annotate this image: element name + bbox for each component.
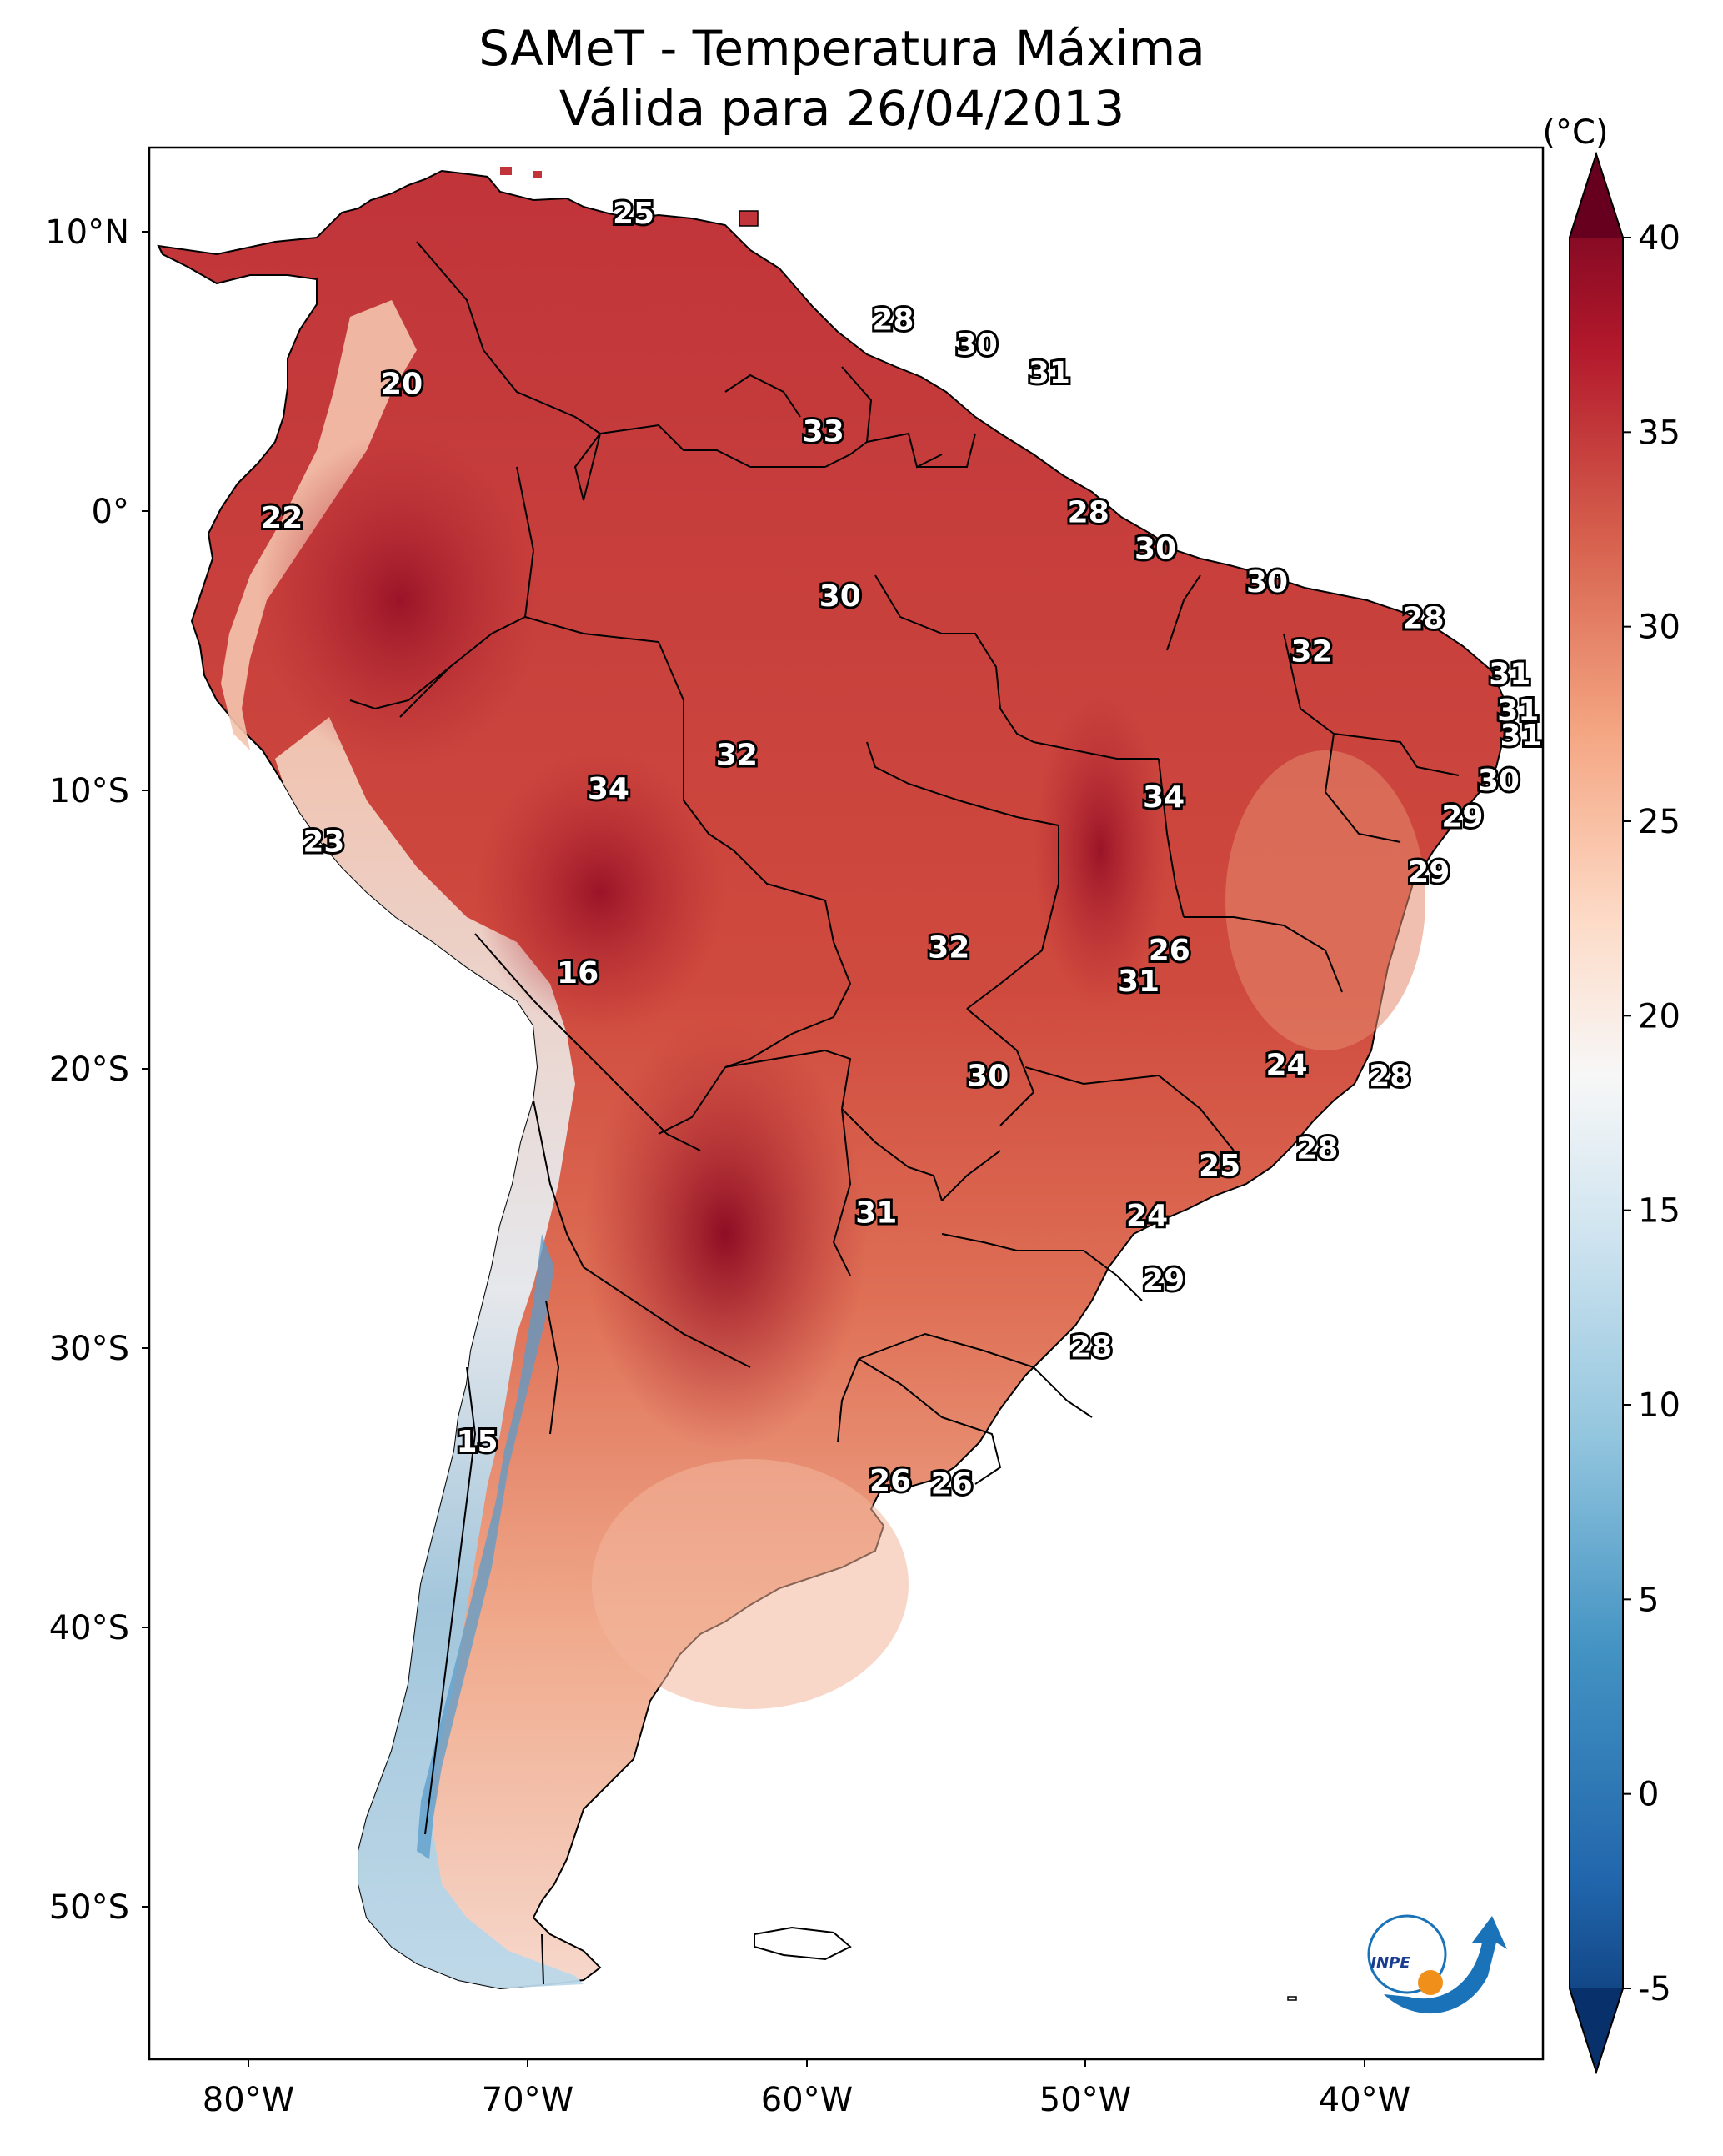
andes-cold-core bbox=[417, 1234, 554, 1859]
temperature-label: 24 bbox=[1265, 1048, 1307, 1082]
hot-spot-chaco bbox=[584, 1017, 867, 1451]
temperature-label: 31 bbox=[1497, 694, 1539, 728]
temperature-label: 26 bbox=[869, 1464, 911, 1498]
temperature-label: 29 bbox=[1408, 855, 1450, 890]
logo-ring-icon bbox=[1367, 1914, 1447, 1994]
temperature-label: 29 bbox=[1441, 800, 1483, 834]
temperature-label: 32 bbox=[928, 931, 969, 965]
temperature-label: 26 bbox=[1149, 934, 1190, 968]
political-borders bbox=[349, 241, 1460, 1985]
lon-label: 80°W bbox=[203, 2081, 294, 2119]
colorbar-unit: (°C) bbox=[1542, 113, 1608, 152]
colorbar-bottom-extend bbox=[1570, 1988, 1623, 2072]
temperature-label: 31 bbox=[1489, 658, 1530, 692]
island bbox=[739, 210, 759, 227]
latitude-axis: 10°N 0° 10°S 20°S 30°S 40°S 50°S bbox=[45, 213, 149, 1927]
warm-patch-nordeste bbox=[1225, 750, 1425, 1050]
northern-andes-cool bbox=[221, 300, 417, 750]
island bbox=[533, 171, 542, 178]
temperature-label: 30 bbox=[1134, 532, 1176, 566]
colorbar-tick-label: 25 bbox=[1638, 803, 1680, 841]
longitude-axis: 80°W 70°W 60°W 50°W 40°W bbox=[203, 2059, 1410, 2119]
temperature-label: 25 bbox=[1199, 1149, 1240, 1183]
lon-label: 50°W bbox=[1039, 2081, 1131, 2119]
temperature-label: 30 bbox=[819, 579, 861, 614]
colorbar-top-extend bbox=[1570, 154, 1623, 238]
lat-label: 20°S bbox=[49, 1050, 129, 1089]
colorbar-tick-label: 30 bbox=[1638, 609, 1680, 647]
temperature-label: 30 bbox=[956, 328, 998, 363]
hot-spot-tocantins bbox=[1034, 692, 1167, 1009]
temperature-label: 28 bbox=[1369, 1060, 1410, 1094]
temperature-label: 29 bbox=[1143, 1263, 1185, 1297]
temperature-label: 28 bbox=[1296, 1132, 1338, 1166]
temperature-label: 33 bbox=[803, 414, 844, 449]
lat-label: 40°S bbox=[49, 1609, 129, 1647]
temperature-label: 34 bbox=[588, 772, 629, 806]
map-layer bbox=[157, 167, 1505, 2001]
colorbar: (°C) -5 0 5 10 15 20 25 30 35 40 bbox=[1542, 113, 1680, 2075]
andes-cold-band bbox=[275, 717, 584, 1988]
temperature-label: 24 bbox=[1126, 1199, 1168, 1233]
hot-spot-bolivia bbox=[475, 750, 725, 1034]
logo-text: INPE bbox=[1370, 1954, 1410, 1972]
colorbar-body bbox=[1569, 151, 1624, 2075]
lat-label: 10°S bbox=[49, 772, 129, 810]
temperature-label: 20 bbox=[381, 367, 423, 401]
temperature-label: 28 bbox=[1068, 495, 1109, 529]
colorbar-ticks: -5 0 5 10 15 20 25 30 35 40 bbox=[1623, 219, 1680, 2008]
temperature-label: 28 bbox=[1070, 1330, 1112, 1364]
temperature-label: 28 bbox=[872, 303, 914, 337]
lat-label: 30°S bbox=[49, 1330, 129, 1368]
logo-arrow-icon bbox=[1384, 1916, 1507, 2014]
temperature-label: 30 bbox=[1478, 764, 1520, 798]
colorbar-tick-label: -5 bbox=[1638, 1970, 1671, 2008]
temperature-label: 34 bbox=[1143, 780, 1185, 815]
colorbar-tick-label: 0 bbox=[1638, 1776, 1659, 1814]
lat-label: 10°N bbox=[45, 213, 129, 252]
temperature-label: 15 bbox=[456, 1425, 498, 1459]
temperature-label: 31 bbox=[1029, 356, 1070, 390]
temperature-label: 31 bbox=[1118, 965, 1160, 999]
lat-label: 0° bbox=[92, 493, 129, 531]
logo-sun-icon bbox=[1418, 1970, 1443, 1995]
temperature-label: 31 bbox=[855, 1196, 897, 1231]
colorbar-tick-label: 35 bbox=[1638, 414, 1680, 452]
temperature-label: 30 bbox=[1246, 565, 1288, 599]
temperature-label: 26 bbox=[931, 1467, 973, 1502]
island bbox=[500, 167, 512, 175]
temperature-label: 22 bbox=[261, 501, 303, 535]
temperature-label: 23 bbox=[303, 825, 344, 859]
colorbar-tick-label: 5 bbox=[1638, 1581, 1659, 1619]
warm-patch-pampas bbox=[592, 1459, 909, 1709]
temperature-label: 32 bbox=[1291, 635, 1333, 669]
hot-spot-amazon-west bbox=[258, 434, 542, 767]
temperature-label: 28 bbox=[1402, 602, 1444, 636]
lon-label: 60°W bbox=[761, 2081, 853, 2119]
map-title-line-2: Válida para 26/04/2013 bbox=[559, 80, 1124, 137]
temperature-label: 30 bbox=[967, 1060, 1009, 1094]
map-title-line-1: SAMeT - Temperatura Máxima bbox=[478, 20, 1205, 77]
falkland-islands bbox=[754, 1926, 852, 1961]
lon-label: 70°W bbox=[482, 2081, 573, 2119]
temperature-label: 32 bbox=[716, 739, 758, 773]
island bbox=[1287, 1996, 1297, 2001]
temperature-label: 31 bbox=[1500, 719, 1542, 753]
plot-frame bbox=[148, 146, 1545, 2061]
inpe-logo: INPE bbox=[1367, 1914, 1507, 2014]
colorbar-tick-label: 20 bbox=[1638, 997, 1680, 1035]
colorbar-tick-label: 40 bbox=[1638, 219, 1680, 258]
lat-label: 50°S bbox=[49, 1888, 129, 1927]
colorbar-tick-label: 10 bbox=[1638, 1386, 1680, 1425]
temperature-label: 16 bbox=[557, 956, 599, 990]
temperature-label: 25 bbox=[613, 197, 654, 231]
colorbar-tick-label: 15 bbox=[1638, 1192, 1680, 1231]
lon-label: 40°W bbox=[1319, 2081, 1410, 2119]
